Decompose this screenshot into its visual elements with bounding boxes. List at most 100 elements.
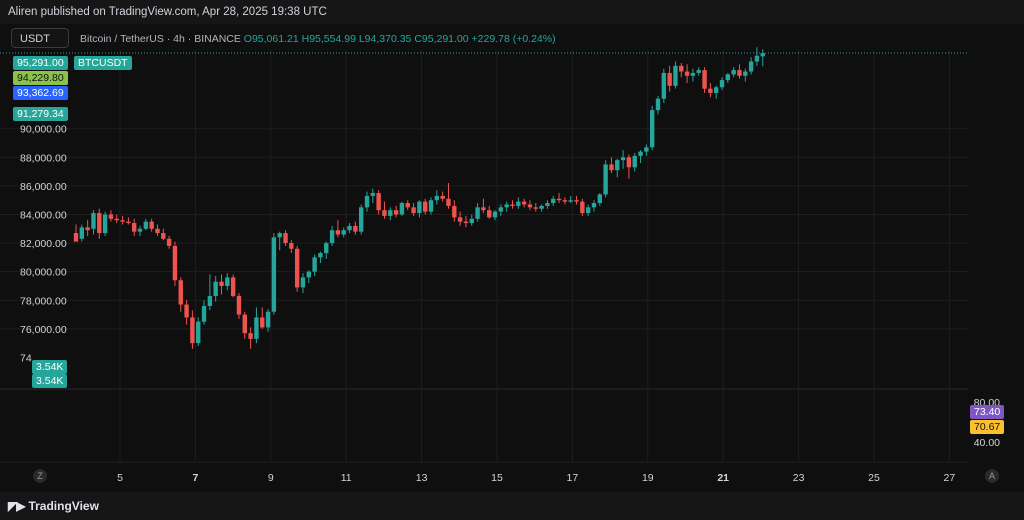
candle-body (341, 230, 346, 235)
date-tick-label: 9 (268, 472, 274, 484)
candle-body (236, 295, 242, 315)
candle-body (597, 194, 602, 204)
candle-body (114, 218, 119, 221)
legend-title: Bitcoin / TetherUS · 4h · BINANCE (80, 33, 241, 45)
volume-badge-a: 3.54K (32, 360, 68, 374)
candle-body (248, 333, 253, 339)
date-tick-label: 15 (491, 472, 503, 484)
candle-body (376, 193, 381, 211)
candle-body (318, 253, 323, 258)
candle-body (684, 71, 690, 76)
price-tick-label: 80,000.00 (20, 267, 67, 279)
price-level-badge-b: 94,229.80 (13, 71, 68, 85)
candle-body (265, 311, 271, 328)
candle-body (492, 211, 498, 218)
publish-caption: Aliren published on TradingView.com, Apr… (8, 6, 327, 18)
candle-body (207, 295, 213, 306)
price-tick-label: 88,000.00 (20, 152, 67, 164)
rsi-badge-a: 73.40 (970, 405, 1005, 419)
candle-body (126, 221, 131, 224)
candle-body (632, 155, 637, 168)
candle-body (102, 214, 108, 234)
candle-body (626, 157, 632, 168)
candle-body (714, 87, 719, 93)
date-tick-label: 5 (117, 472, 123, 484)
candle-body (475, 207, 480, 219)
candle-body (667, 72, 672, 86)
candle-body (417, 201, 422, 214)
candle-body (649, 110, 655, 148)
tradingview-logo-icon: ◤▶ (8, 499, 25, 513)
candle-body (364, 195, 370, 208)
candle-body (423, 201, 428, 212)
candle-body (85, 227, 90, 231)
candle-body (731, 70, 736, 75)
candle-body (137, 228, 143, 232)
candle-body (748, 61, 754, 72)
candle-body (405, 203, 410, 208)
candle-body (562, 200, 568, 202)
candle-body (230, 277, 236, 296)
candle-body (638, 151, 643, 156)
candle-body (260, 317, 265, 328)
candle-body (661, 72, 667, 99)
candle-body (428, 200, 434, 212)
price-tick-label: 84,000.00 (20, 209, 67, 221)
candle-body (539, 205, 544, 209)
candle-body (294, 248, 300, 288)
candle-body (242, 314, 247, 334)
candle-body (324, 243, 329, 254)
tradingview-logo[interactable]: ◤▶ TradingView (8, 499, 99, 513)
candle-body (196, 321, 201, 344)
candle-body (452, 205, 457, 218)
candle-body (271, 237, 277, 312)
price-tick-label: 76,000.00 (20, 324, 67, 336)
price-level-badge-c: 93,362.69 (13, 86, 68, 100)
candle-body (481, 207, 486, 211)
date-tick-label: 19 (642, 472, 654, 484)
candle-body (457, 217, 463, 222)
volume-badge-b: 3.54K (32, 374, 68, 388)
candlestick-chart[interactable]: 90,000.00 88,000.00 86,000.00 84,000.00 82,0… (0, 24, 1024, 492)
candle-body (382, 210, 387, 216)
candle-body (725, 74, 731, 81)
candle-body (754, 55, 760, 62)
candle-body (696, 70, 701, 73)
candle-body (353, 225, 358, 232)
candle-body (487, 210, 492, 218)
date-tick-label: 21 (717, 472, 729, 484)
price-tick-label: 90,000.00 (20, 124, 67, 136)
candle-body (743, 71, 748, 76)
price-tick-label: 74 (20, 352, 32, 364)
rsi-badge-b: 70.67 (970, 420, 1005, 434)
chart-legend: Bitcoin / TetherUS · 4h · BINANCE O95,06… (80, 33, 556, 45)
zoom-reset-button[interactable]: Z (33, 469, 47, 483)
candle-body (527, 204, 533, 208)
candle-body (533, 207, 538, 209)
candle-body (411, 207, 416, 214)
candle-body (591, 203, 597, 208)
candle-body (644, 147, 649, 152)
candle-body (166, 238, 172, 246)
legend-low: L94,370.35 (358, 33, 412, 45)
candle-body (358, 207, 364, 232)
candle-body (393, 210, 399, 215)
candle-body (335, 230, 341, 235)
legend-high: H95,554.99 (301, 33, 356, 45)
candle-body (498, 207, 504, 212)
candle-body (225, 277, 230, 286)
footer-bar: ◤▶ TradingView (0, 492, 1024, 520)
candle-body (172, 245, 178, 281)
symbol-currency-box[interactable]: USDT (11, 28, 69, 48)
date-tick-label: 23 (793, 472, 805, 484)
candle-body (702, 70, 707, 89)
auto-scale-button[interactable]: A (985, 469, 999, 483)
candle-body (347, 225, 352, 231)
price-tick-label: 78,000.00 (20, 295, 67, 307)
price-tick-label: 86,000.00 (20, 181, 67, 193)
publish-bar: Aliren published on TradingView.com, Apr… (0, 0, 1024, 24)
candle-body (312, 257, 317, 272)
candle-body (97, 213, 102, 234)
date-tick-label: 27 (944, 472, 956, 484)
current-price-badge: 95,291.00 (13, 56, 68, 70)
